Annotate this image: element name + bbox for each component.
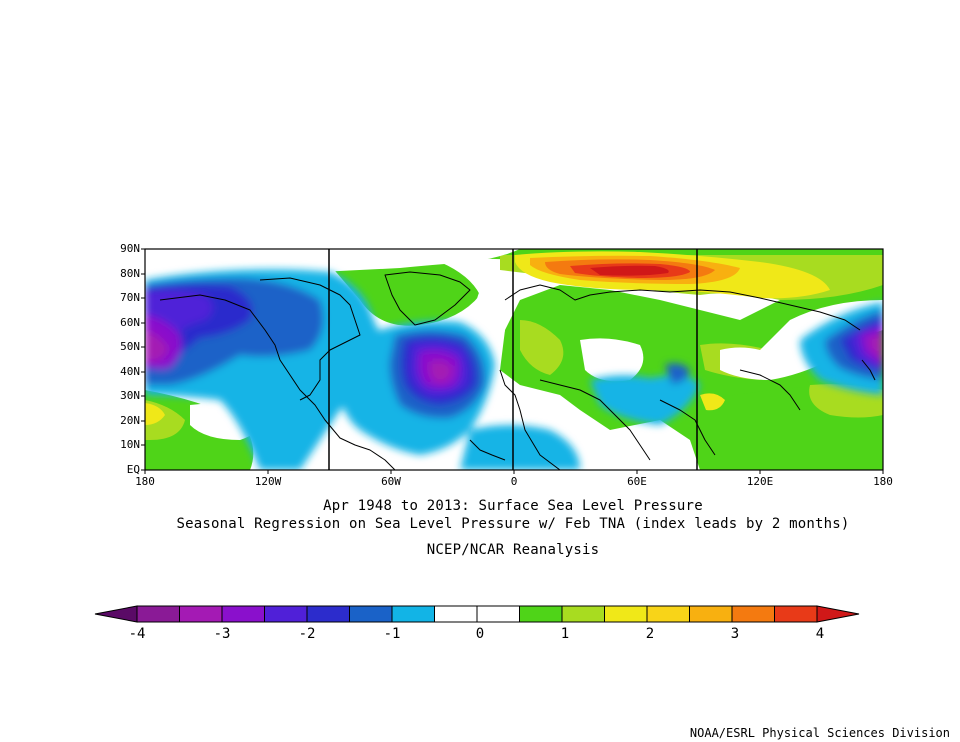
colorbar-label: 0 [475, 626, 485, 642]
colorbar-end-high [816, 605, 860, 623]
lon-label: 120E [746, 475, 774, 488]
colorbar-label: -4 [128, 626, 146, 642]
map-title: Apr 1948 to 2013: Surface Sea Level Pres… [323, 498, 703, 514]
colorbar-swatch [349, 605, 393, 623]
lat-label: 40N [120, 365, 140, 378]
lon-label: 180 [873, 475, 893, 488]
colorbar-swatch [646, 605, 690, 623]
colorbar-swatch [391, 605, 435, 623]
colorbar-label: -3 [213, 626, 231, 642]
coastlines [159, 271, 876, 470]
colorbar-label: 1 [560, 626, 570, 642]
colorbar-swatch [476, 605, 520, 623]
axis-ticks [141, 248, 884, 474]
lon-label: 0 [510, 475, 518, 488]
colorbar-label: -2 [298, 626, 316, 642]
colorbar-swatch [306, 605, 350, 623]
colorbar [94, 605, 860, 623]
colorbar-swatch [689, 605, 733, 623]
lat-label: 50N [120, 340, 140, 353]
colorbar-swatch [434, 605, 478, 623]
colorbar-swatch [604, 605, 648, 623]
lat-label: 30N [120, 389, 140, 402]
colorbar-swatch [179, 605, 223, 623]
lon-label: 60W [381, 475, 401, 488]
colorbar-swatch [519, 605, 563, 623]
longitude-guides [328, 249, 698, 470]
lat-label: 10N [120, 438, 140, 451]
colorbar-swatch [264, 605, 308, 623]
lat-label: 80N [120, 267, 140, 280]
colorbar-end-low [94, 605, 138, 623]
lon-label: 120W [254, 475, 282, 488]
colorbar-swatch [136, 605, 180, 623]
colorbar-swatch [731, 605, 775, 623]
lon-label: 60E [627, 475, 647, 488]
negative-anomaly-regions [145, 269, 883, 470]
colorbar-label: 4 [815, 626, 825, 642]
lat-label: 70N [120, 291, 140, 304]
lat-label: EQ [126, 463, 140, 476]
colorbar-swatch [774, 605, 818, 623]
colorbar-label: 2 [645, 626, 655, 642]
lat-label: 20N [120, 414, 140, 427]
colorbar-swatch [561, 605, 605, 623]
lon-label: 180 [135, 475, 155, 488]
lat-label: 90N [120, 242, 140, 255]
map-subtitle: Seasonal Regression on Sea Level Pressur… [176, 516, 850, 532]
colorbar-swatch [221, 605, 265, 623]
colorbar-label: -1 [383, 626, 401, 642]
lat-label: 60N [120, 316, 140, 329]
credit-text: NOAA/ESRL Physical Sciences Division [689, 726, 950, 740]
dataset-label: NCEP/NCAR Reanalysis [426, 542, 600, 558]
colorbar-label: 3 [730, 626, 740, 642]
